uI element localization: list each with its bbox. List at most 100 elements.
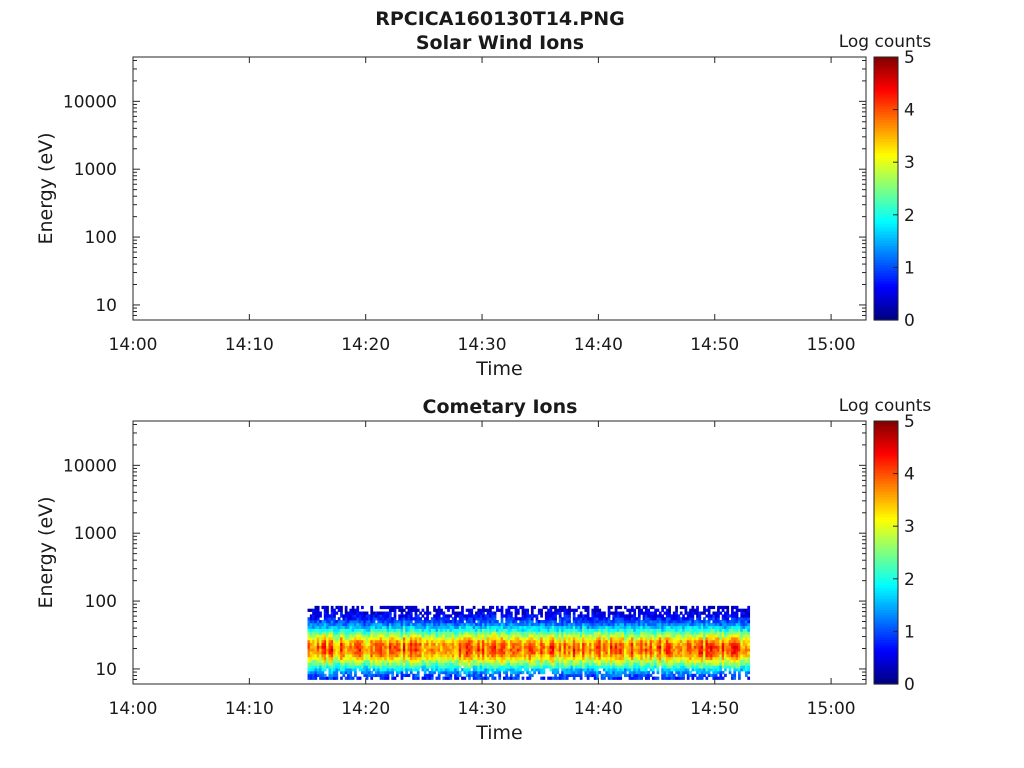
heatmap-cell [591, 665, 595, 669]
heatmap-cell [491, 656, 495, 661]
heatmap-cell [400, 622, 404, 627]
heatmap-cell [484, 656, 488, 661]
heatmap-cell [365, 631, 369, 635]
heatmap-cell [696, 617, 699, 621]
heatmap-cell [679, 653, 683, 658]
heatmap-cell [589, 625, 592, 629]
heatmap-cell [565, 634, 569, 638]
heatmap-cell [405, 637, 408, 641]
heatmap-cell [449, 605, 453, 610]
heatmap-cell [647, 639, 650, 644]
colorbar-frame [873, 56, 899, 321]
heatmap-cell [596, 662, 599, 666]
heatmap-cell [628, 668, 632, 672]
heatmap-cell [721, 617, 725, 621]
heatmap-cell [698, 659, 702, 663]
heatmap-cell [381, 622, 385, 627]
heatmap-cell [733, 605, 737, 610]
heatmap-cell [307, 631, 311, 635]
heatmap-cell [549, 665, 553, 669]
heatmap-cell [665, 645, 669, 649]
heatmap-cell [593, 651, 597, 655]
heatmap-cell [386, 634, 390, 638]
heatmap-cell [393, 634, 397, 638]
heatmap-cell [558, 628, 562, 632]
heatmap-cell [465, 617, 469, 621]
heatmap-cell [505, 668, 509, 672]
heatmap-cell [330, 605, 334, 610]
heatmap-cell [670, 614, 674, 618]
heatmap-cell [505, 662, 509, 666]
heatmap-cell [600, 676, 604, 680]
heatmap-cell [486, 648, 490, 652]
heatmap-cell [677, 642, 681, 646]
heatmap-cell [670, 622, 674, 627]
heatmap-cell [507, 639, 511, 644]
heatmap-cell [361, 642, 364, 646]
heatmap-cell [628, 665, 632, 669]
heatmap-cell [561, 639, 564, 644]
heatmap-cell [442, 639, 446, 644]
heatmap-cell [370, 634, 374, 638]
heatmap-cell [475, 662, 478, 666]
heatmap-cell [379, 656, 383, 661]
heatmap-cell [402, 665, 406, 669]
heatmap-cell [477, 648, 481, 652]
heatmap-cell [437, 639, 441, 644]
heatmap-cell [675, 605, 678, 610]
heatmap-cell [526, 628, 529, 632]
heatmap-cell [654, 637, 657, 641]
heatmap-cell [747, 637, 751, 641]
heatmap-cell [435, 639, 439, 644]
heatmap-cell [640, 620, 644, 624]
heatmap-cell [330, 668, 334, 672]
heatmap-cell [426, 611, 429, 615]
heatmap-cell [640, 608, 644, 612]
heatmap-cell [684, 659, 688, 663]
heatmap-cell [414, 622, 418, 627]
heatmap-cell [740, 622, 744, 627]
heatmap-cell [714, 670, 718, 675]
heatmap-cell [530, 648, 534, 652]
heatmap-cell [454, 631, 457, 635]
heatmap-cell [649, 642, 653, 646]
heatmap-cell [663, 642, 667, 646]
heatmap-cell [361, 622, 364, 627]
heatmap-cell [463, 622, 467, 627]
heatmap-cell [505, 611, 509, 615]
heatmap-cell [468, 622, 471, 627]
heatmap-cell [584, 625, 588, 629]
heatmap-cell [358, 668, 362, 672]
heatmap-cell [451, 639, 455, 644]
heatmap-cell [682, 605, 685, 610]
heatmap-cell [719, 634, 723, 638]
heatmap-cell [570, 642, 574, 646]
heatmap-cell [621, 637, 625, 641]
heatmap-cell [533, 648, 536, 652]
heatmap-cell [412, 648, 415, 652]
heatmap-cell [707, 634, 711, 638]
heatmap-cell [326, 622, 329, 627]
heatmap-cell [447, 605, 450, 610]
heatmap-cell [377, 639, 381, 644]
heatmap-cell [454, 659, 457, 663]
heatmap-cell [421, 653, 425, 658]
heatmap-cell [658, 653, 662, 658]
heatmap-cell [696, 628, 699, 632]
heatmap-cell [628, 620, 632, 624]
heatmap-cell [675, 659, 678, 663]
heatmap-cell [540, 668, 543, 672]
heatmap-cell [468, 668, 471, 672]
heatmap-cell [614, 608, 618, 612]
heatmap-cell [549, 656, 553, 661]
heatmap-cell [451, 608, 455, 612]
panel-title: Solar Wind Ions [416, 32, 584, 54]
heatmap-cell [333, 651, 336, 655]
heatmap-cell [610, 625, 613, 629]
heatmap-cell [644, 651, 648, 655]
heatmap-cell [509, 653, 513, 658]
heatmap-cell [661, 653, 664, 658]
heatmap-cell [677, 676, 681, 680]
heatmap-cell [365, 676, 369, 680]
heatmap-cell [554, 665, 557, 669]
